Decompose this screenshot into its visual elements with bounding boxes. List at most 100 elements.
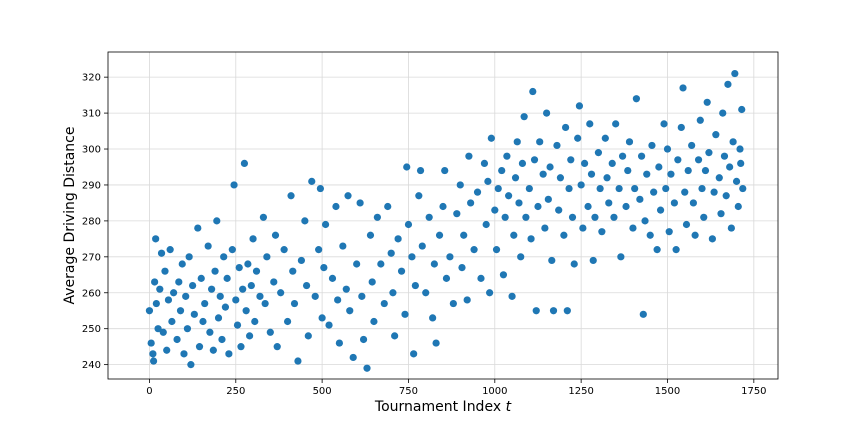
x-axis-ticks: 0 250 500 750 1000 1250 1500 1750 xyxy=(146,379,767,397)
data-point xyxy=(363,364,371,372)
data-point xyxy=(615,184,623,193)
data-point xyxy=(650,188,658,196)
data-point xyxy=(701,166,710,175)
data-point xyxy=(335,339,343,347)
data-point xyxy=(156,285,164,293)
data-point xyxy=(178,260,186,268)
data-point xyxy=(239,285,247,293)
data-point xyxy=(302,281,311,290)
data-point xyxy=(225,350,233,358)
data-point xyxy=(598,228,606,236)
data-point xyxy=(605,199,613,207)
data-point xyxy=(672,246,680,254)
y-tick-label: 310 xyxy=(82,109,101,120)
data-point xyxy=(727,224,735,232)
data-point xyxy=(161,267,169,275)
data-point xyxy=(456,181,464,189)
data-point xyxy=(387,249,395,257)
data-point xyxy=(170,289,178,297)
data-point xyxy=(263,253,271,261)
data-point xyxy=(273,343,281,351)
data-point xyxy=(734,202,742,211)
data-point xyxy=(522,213,530,221)
data-point xyxy=(195,343,204,351)
data-point xyxy=(527,235,535,243)
data-point xyxy=(221,303,230,311)
data-point xyxy=(553,141,561,150)
data-point xyxy=(183,325,192,333)
data-point xyxy=(703,98,711,106)
data-point xyxy=(484,177,492,185)
data-point xyxy=(662,184,670,193)
data-point xyxy=(589,256,597,265)
data-point xyxy=(308,177,316,185)
y-tick-label: 290 xyxy=(82,180,101,191)
data-point xyxy=(325,321,333,329)
data-point xyxy=(574,134,582,142)
y-tick-label: 280 xyxy=(82,216,101,227)
x-tick-label: 750 xyxy=(399,386,418,397)
data-point xyxy=(159,328,167,336)
x-axis-label-variable: t xyxy=(506,399,512,415)
data-point xyxy=(206,328,214,336)
data-point xyxy=(342,285,350,293)
data-point xyxy=(503,152,511,160)
data-point xyxy=(520,113,528,121)
y-tick-label: 250 xyxy=(82,324,101,335)
data-point xyxy=(152,299,160,308)
data-point xyxy=(290,299,299,308)
data-point xyxy=(316,184,324,193)
data-point xyxy=(549,307,558,315)
y-tick-label: 270 xyxy=(82,252,101,263)
data-point xyxy=(624,166,632,175)
data-point xyxy=(729,138,737,146)
data-point xyxy=(377,260,385,268)
data-point xyxy=(216,292,224,300)
data-point xyxy=(717,210,725,218)
x-tick-label: 1250 xyxy=(568,386,593,397)
data-point xyxy=(297,256,306,265)
data-point xyxy=(152,235,160,243)
data-point xyxy=(166,246,174,254)
data-point xyxy=(384,202,392,211)
data-point xyxy=(732,177,741,185)
data-point xyxy=(408,253,416,261)
data-point xyxy=(508,292,516,300)
data-point xyxy=(261,299,269,308)
data-point xyxy=(271,231,280,239)
data-point xyxy=(232,296,240,304)
data-point xyxy=(653,246,661,254)
data-point xyxy=(245,332,254,340)
data-point xyxy=(189,281,197,290)
data-point xyxy=(562,123,570,132)
data-point xyxy=(660,120,668,128)
data-point xyxy=(517,253,525,261)
data-point xyxy=(641,217,649,225)
data-point xyxy=(498,166,506,175)
data-point xyxy=(213,217,221,225)
data-point xyxy=(563,307,571,315)
data-point xyxy=(249,235,257,243)
data-point xyxy=(494,184,502,193)
data-point xyxy=(237,343,245,351)
data-point xyxy=(289,267,297,275)
data-point xyxy=(394,235,402,243)
data-point xyxy=(149,350,157,358)
data-point xyxy=(596,184,604,193)
data-point xyxy=(708,235,716,243)
data-point xyxy=(187,361,195,369)
data-point xyxy=(204,242,212,250)
data-point xyxy=(418,242,426,250)
data-point xyxy=(663,145,672,153)
data-point xyxy=(470,246,478,254)
data-point xyxy=(646,231,654,239)
data-point xyxy=(525,184,533,193)
data-point xyxy=(391,332,399,340)
data-point xyxy=(404,220,413,229)
data-point xyxy=(577,181,585,189)
data-point xyxy=(579,224,587,232)
data-point xyxy=(270,278,278,286)
data-point xyxy=(220,253,228,261)
data-point xyxy=(228,246,236,254)
data-point xyxy=(648,141,656,150)
